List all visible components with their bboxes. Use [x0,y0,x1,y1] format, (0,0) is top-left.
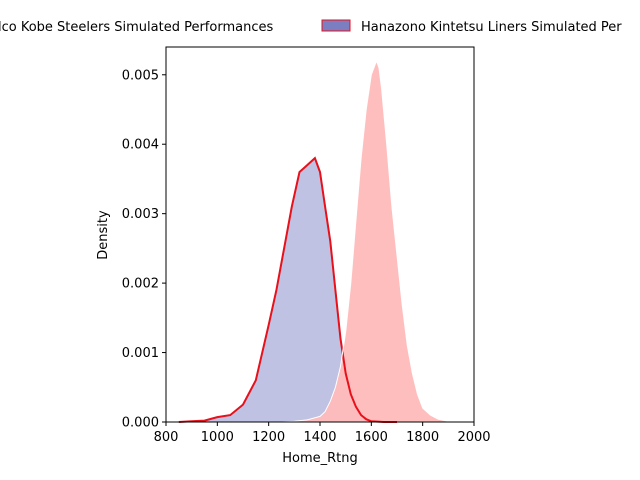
density-line-series-2 [281,59,462,423]
x-tick-label: 800 [154,430,179,445]
y-tick-label: 0.003 [122,207,159,222]
y-tick-label: 0.005 [122,68,159,83]
y-tick-label: 0.000 [122,416,159,431]
x-tick-label: 1400 [303,430,336,445]
legend-label-series-1: lco Kobe Steelers Simulated Performances [0,20,273,35]
x-tick-label: 1800 [406,430,439,445]
density-line-series-1 [178,156,397,423]
x-tick-label: 1000 [201,430,234,445]
y-tick-label: 0.004 [122,138,159,153]
legend-swatch-series-2 [321,19,351,32]
x-axis-title: Home_Rtng [282,451,358,466]
x-tick-label: 2000 [457,430,490,445]
y-tick-label: 0.002 [122,277,159,292]
y-axis: 0.000 0.001 0.002 0.003 0.004 0.005 [122,68,166,431]
y-axis-title: Density [96,210,111,260]
x-tick-label: 1200 [252,430,285,445]
legend-label-series-2: Hanazono Kintetsu Liners Simulated Per [361,20,622,35]
x-tick-label: 1600 [355,430,388,445]
legend: lco Kobe Steelers Simulated Performances… [0,19,622,35]
y-tick-label: 0.001 [122,346,159,361]
plot-area [178,59,462,423]
density-area-series-2 [281,60,462,423]
x-axis: 800 1000 1200 1400 1600 1800 2000 [154,422,491,445]
